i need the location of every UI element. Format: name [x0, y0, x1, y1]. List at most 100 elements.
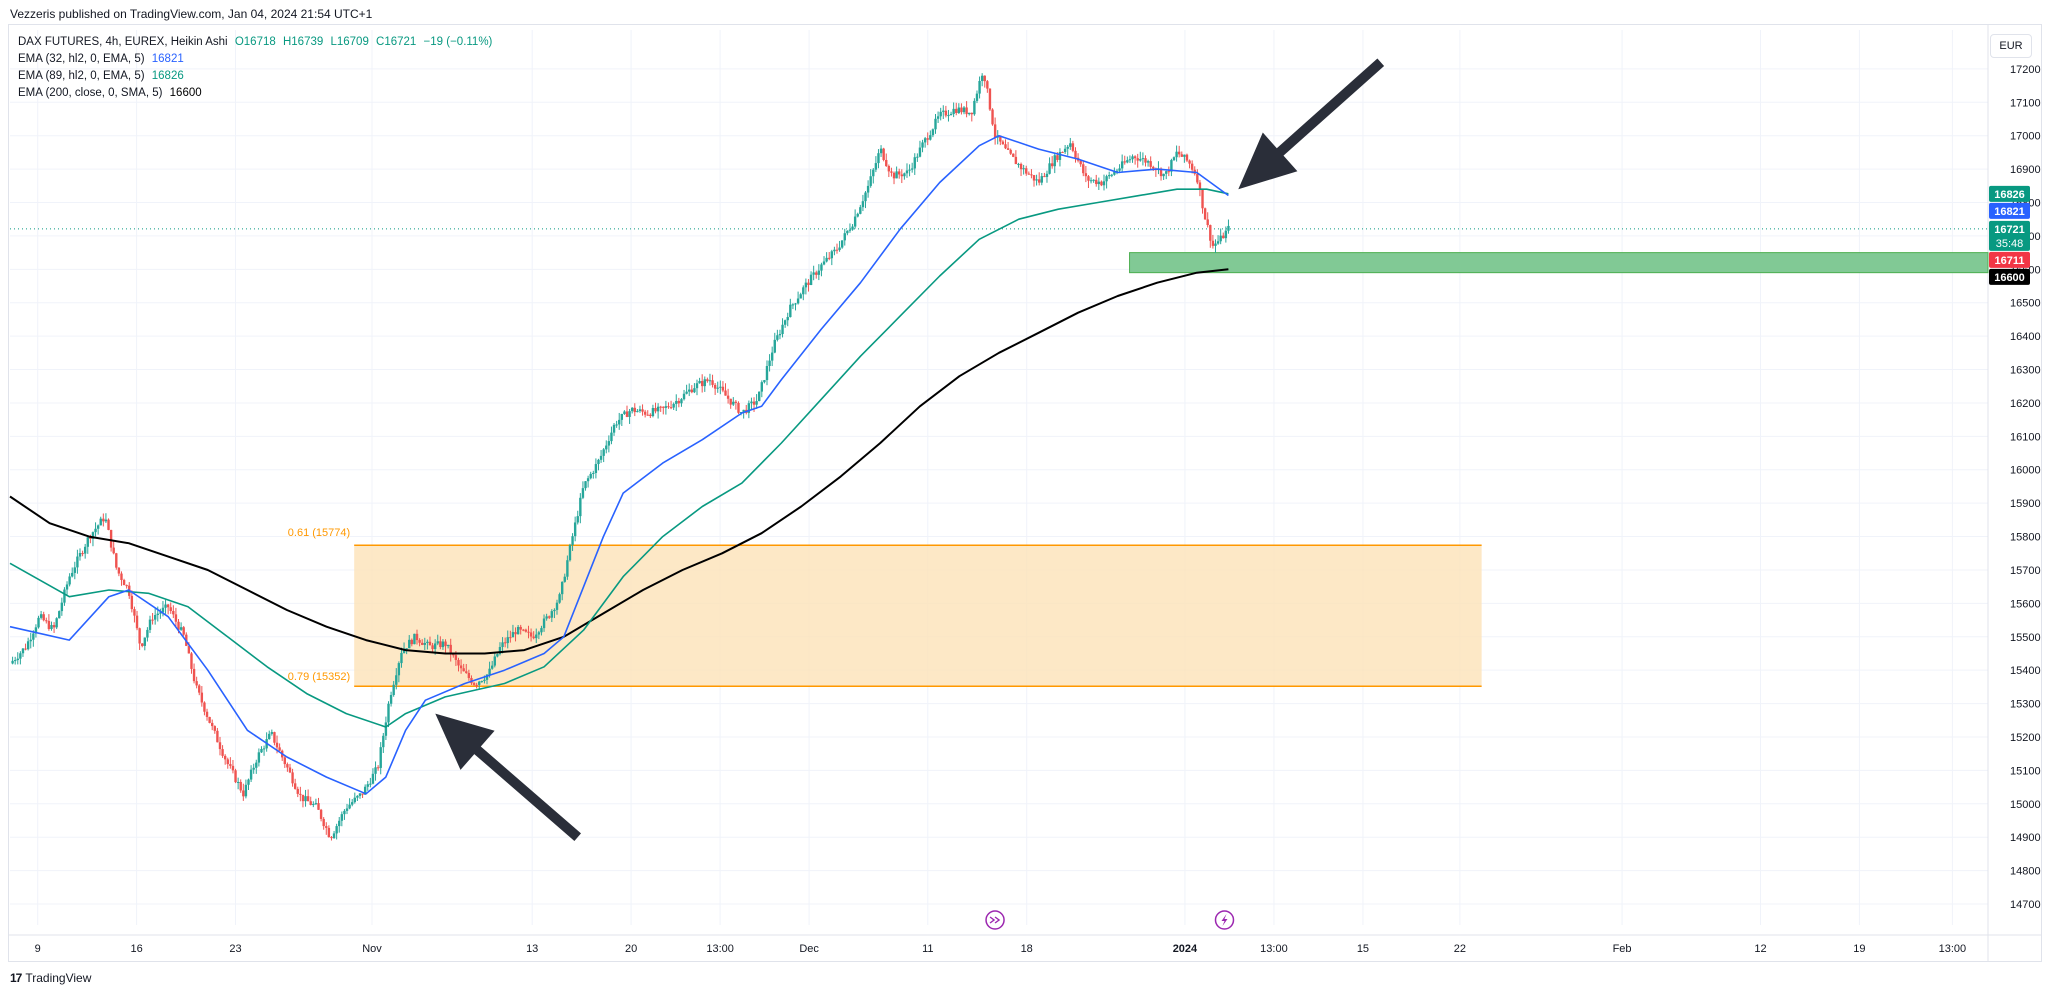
candle-body — [166, 604, 170, 608]
fib-label: 0.79 (15352) — [288, 671, 350, 683]
candle-body — [262, 748, 266, 750]
candle-body — [395, 675, 398, 685]
candle-body — [257, 752, 261, 763]
candle-body — [213, 726, 217, 731]
candle-body — [83, 546, 87, 554]
candle-body — [763, 380, 766, 383]
candle-body — [1123, 161, 1126, 163]
fib-label: 0.61 (15774) — [288, 527, 350, 539]
candle-body — [853, 216, 857, 227]
candle-body — [475, 684, 478, 686]
candle-body — [568, 545, 572, 561]
sma-200-line — [9, 268, 1229, 655]
candle-body — [535, 634, 538, 639]
indicator-legend-row[interactable]: EMA (200, close, 0, SMA, 5) 16600 — [18, 85, 492, 102]
candle-body — [1188, 160, 1191, 164]
candle-body — [802, 287, 805, 295]
ema-89-line — [9, 188, 1229, 728]
candle-body — [579, 497, 582, 517]
candle-body — [592, 472, 595, 474]
candle-body — [1216, 241, 1220, 244]
candle-body — [1066, 146, 1069, 149]
candle-body — [957, 107, 961, 113]
candle-body — [874, 163, 878, 170]
candle-body — [498, 646, 502, 655]
footer-brand[interactable]: 17 TradingView — [10, 971, 91, 985]
currency-button[interactable]: EUR — [1990, 34, 2032, 58]
candle-body — [662, 406, 665, 408]
candle-body — [623, 411, 626, 414]
candle-body — [999, 135, 1002, 142]
y-tick-label: 15800 — [2010, 532, 2041, 544]
candle-body — [1162, 173, 1165, 177]
candle-body — [16, 658, 19, 661]
candle-body — [859, 207, 862, 214]
ohlc-low: L16709 — [330, 36, 369, 48]
indicator-legend-row[interactable]: EMA (89, hl2, 0, EMA, 5) 16826 — [18, 68, 492, 85]
candle-body — [192, 668, 196, 682]
candle-body — [550, 611, 554, 618]
candle-body — [374, 767, 377, 774]
candle-body — [851, 226, 854, 230]
candle-body — [1095, 179, 1098, 185]
candle-body — [1022, 168, 1025, 170]
candle-body — [786, 317, 789, 321]
candle-body — [402, 648, 406, 653]
candle-body — [799, 294, 802, 299]
candle-body — [148, 619, 152, 630]
y-tick-label: 15400 — [2010, 665, 2041, 677]
annotation-arrow — [1238, 58, 1385, 190]
candle-body — [949, 113, 953, 116]
candle-body — [965, 107, 968, 115]
candle-body — [566, 560, 569, 577]
candle-body — [511, 632, 515, 638]
candle-body — [387, 703, 390, 723]
candle-body — [558, 594, 561, 603]
candle-body — [1084, 173, 1088, 177]
candle-body — [675, 400, 678, 404]
candle-body — [1110, 174, 1113, 176]
x-tick-label: 18 — [1021, 943, 1033, 955]
y-tick-label: 14800 — [2010, 866, 2041, 878]
candle-body — [384, 722, 388, 736]
candle-body — [71, 572, 74, 577]
fib-zone — [354, 545, 1482, 687]
candle-body — [420, 642, 424, 645]
symbol-legend-row[interactable]: DAX FUTURES, 4h, EUREX, Heikin Ashi O167… — [18, 34, 492, 51]
candle-body — [278, 747, 281, 751]
candle-body — [426, 641, 429, 643]
candle-body — [63, 589, 66, 603]
y-tick-label: 15900 — [2010, 498, 2041, 510]
chart-legend: DAX FUTURES, 4h, EUREX, Heikin Ashi O167… — [18, 34, 492, 102]
ema-32-line — [9, 134, 1229, 795]
candle-body — [947, 115, 950, 117]
candle-body — [415, 633, 419, 641]
lightning-icon-glyph — [1221, 914, 1228, 926]
candle-body — [828, 257, 831, 259]
annotation-arrow — [435, 713, 581, 841]
candle-body — [1074, 150, 1077, 158]
candle-body — [125, 585, 128, 587]
candle-body — [514, 632, 517, 635]
candle-body — [962, 107, 966, 113]
candle-body — [138, 628, 141, 644]
candle-body — [226, 759, 229, 765]
y-tick-label: 15700 — [2010, 565, 2041, 577]
candle-body — [713, 384, 717, 389]
y-tick-label: 16900 — [2010, 164, 2041, 176]
candle-body — [747, 403, 751, 413]
candle-body — [42, 614, 45, 621]
candle-body — [1196, 173, 1199, 183]
indicator-legend-row[interactable]: EMA (32, hl2, 0, EMA, 5) 16821 — [18, 51, 492, 68]
x-tick-label: 13:00 — [706, 943, 734, 955]
candle-body — [638, 409, 642, 412]
candle-body — [973, 100, 976, 115]
candle-body — [96, 525, 100, 529]
candle-body — [599, 455, 603, 460]
candle-body — [664, 406, 668, 408]
candle-body — [1040, 176, 1043, 183]
candle-body — [239, 781, 242, 791]
candle-body — [288, 767, 292, 773]
candle-body — [104, 519, 108, 522]
